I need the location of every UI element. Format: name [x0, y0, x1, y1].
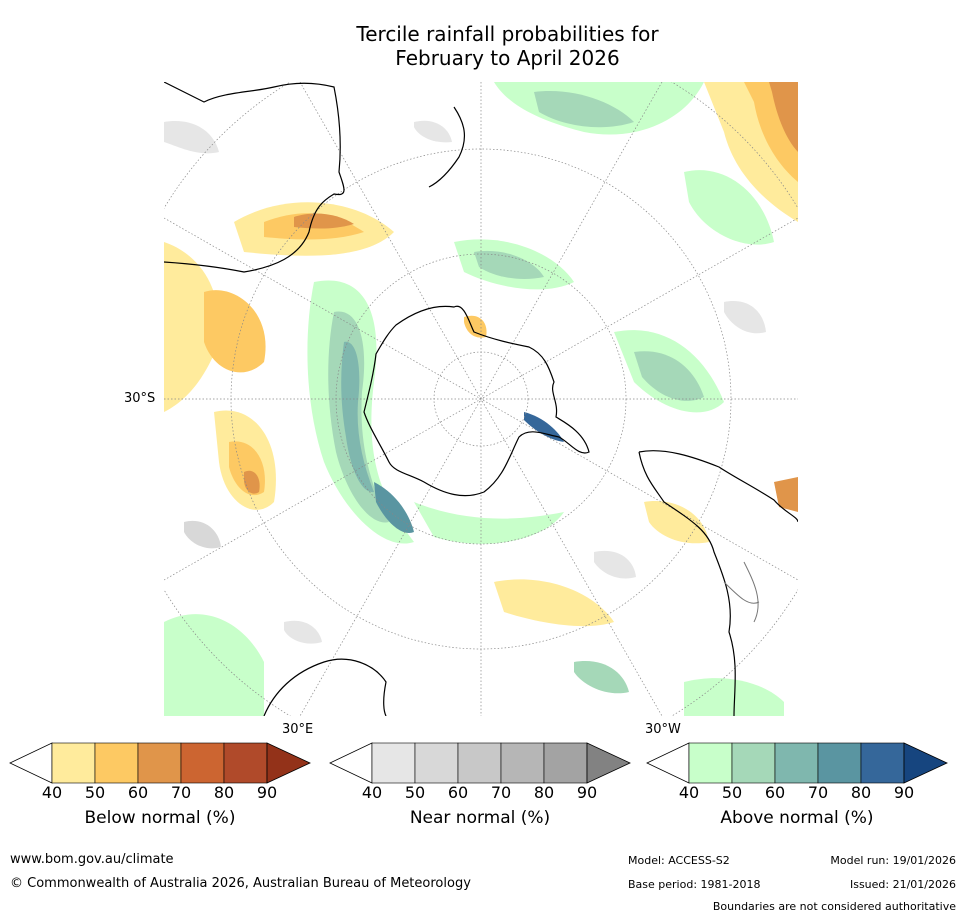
title-line-2: February to April 2026 [395, 46, 620, 70]
australia-coast [263, 658, 387, 716]
colorbar-near-tick: 80 [533, 783, 555, 802]
colorbar-below-high-extend [266, 742, 311, 784]
colorbar-above-tick: 40 [678, 783, 700, 802]
colorbar-near-tick: 60 [447, 783, 469, 802]
colorbar-below-svg [9, 742, 311, 784]
colorbar-below-bin-2 [94, 742, 139, 784]
colorbar-above-svg [646, 742, 948, 784]
colorbar-below-low-extend [9, 742, 53, 784]
footer-disclaimer: Boundaries are not considered authoritat… [712, 900, 956, 913]
graticule [164, 82, 798, 716]
africa-coast [164, 82, 345, 273]
colorbar-below-tick: 50 [84, 783, 106, 802]
colorbar-near-tick: 50 [404, 783, 426, 802]
colorbar-above-bin-4 [817, 742, 862, 784]
colorbar-above-tick: 90 [893, 783, 915, 802]
colorbar-near-bin-4 [500, 742, 545, 784]
colorbar-above-bin-3 [774, 742, 819, 784]
colorbar-near-label: Near normal (%) [409, 808, 551, 828]
colorbar-below-tick: 60 [127, 783, 149, 802]
map-canvas [164, 82, 798, 716]
colorbar-near-tick: 40 [361, 783, 383, 802]
colorbar-above-label: Above normal (%) [720, 808, 874, 828]
colorbar-above-high-extend [903, 742, 948, 784]
colorbar-below-bin-3 [137, 742, 182, 784]
colorbar-near-normal [329, 742, 631, 784]
footer-issued: Issued: 21/01/2026 [849, 878, 956, 891]
latitude-label-30s: 30°S [124, 391, 156, 406]
colorbar-near-low-extend [329, 742, 373, 784]
colorbar-above-bin-1 [688, 742, 733, 784]
colorbar-above-ticks: 40 50 60 70 80 90 [647, 783, 947, 803]
colorbar-below-normal [9, 742, 311, 784]
colorbar-above-bin-5 [860, 742, 905, 784]
below-normal-areas [164, 82, 798, 627]
colorbar-near-tick: 90 [576, 783, 598, 802]
colorbar-below-bin-4 [180, 742, 225, 784]
colorbar-above-normal [646, 742, 948, 784]
colorbar-above-tick: 50 [721, 783, 743, 802]
south-america-coast [638, 450, 798, 716]
colorbar-above-low-extend [646, 742, 690, 784]
above-normal-areas [164, 82, 784, 716]
footer-url[interactable]: www.bom.gov.au/climate [10, 852, 174, 867]
near-normal-areas [164, 120, 766, 644]
colorbar-near-tick: 70 [490, 783, 512, 802]
map-title: Tercile rainfall probabilities for Febru… [250, 22, 765, 70]
colorbar-near-svg [329, 742, 631, 784]
colorbar-below-tick: 80 [213, 783, 235, 802]
colorbar-above-bin-2 [731, 742, 776, 784]
colorbar-below-tick: 40 [41, 783, 63, 802]
footer-model: Model: ACCESS-S2 [628, 854, 730, 867]
colorbar-above-tick: 60 [764, 783, 786, 802]
rainfall-probability-map[interactable] [164, 82, 798, 716]
colorbar-below-tick: 90 [256, 783, 278, 802]
colorbar-near-high-extend [586, 742, 631, 784]
antarctica-coast [363, 305, 590, 497]
colorbar-near-bin-3 [457, 742, 502, 784]
longitude-label-30e: 30°E [282, 722, 314, 737]
coastlines [164, 82, 798, 716]
colorbar-below-tick: 70 [170, 783, 192, 802]
new-zealand-coast [428, 106, 466, 188]
colorbar-near-bin-2 [414, 742, 459, 784]
colorbar-above-tick: 70 [807, 783, 829, 802]
title-line-1: Tercile rainfall probabilities for [356, 22, 659, 46]
colorbar-below-bin-5 [223, 742, 268, 784]
colorbar-near-bin-5 [543, 742, 588, 784]
national-boundaries [723, 561, 760, 623]
longitude-label-30w: 30°W [645, 722, 681, 737]
colorbar-below-ticks: 40 50 60 70 80 90 [10, 783, 310, 803]
footer-base-period: Base period: 1981-2018 [628, 878, 761, 891]
footer-model-run: Model run: 19/01/2026 [830, 854, 956, 867]
colorbar-near-bin-1 [371, 742, 416, 784]
colorbar-below-label: Below normal (%) [84, 808, 236, 828]
colorbar-above-tick: 80 [850, 783, 872, 802]
colorbar-near-ticks: 40 50 60 70 80 90 [330, 783, 630, 803]
colorbar-below-bin-1 [51, 742, 96, 784]
footer-copyright: © Commonwealth of Australia 2026, Austra… [10, 876, 471, 891]
